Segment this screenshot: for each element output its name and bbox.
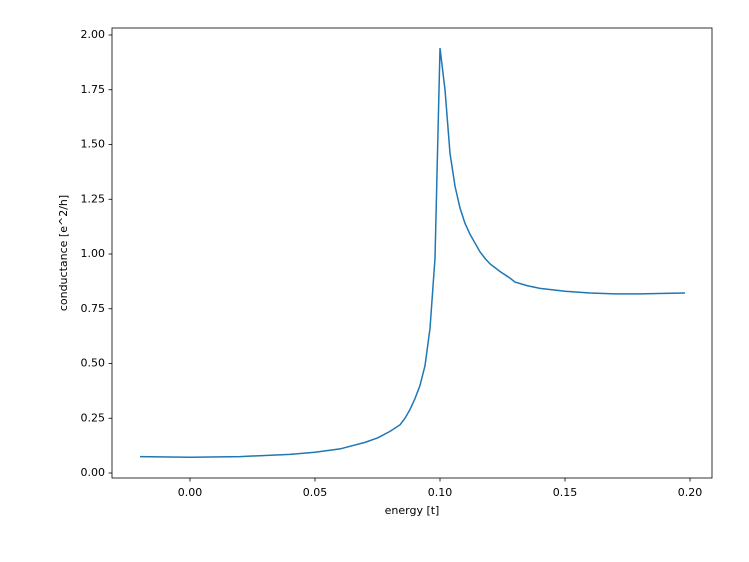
y-tick-label: 1.25: [81, 192, 106, 205]
y-tick-label: 0.25: [81, 411, 106, 424]
x-tick-label: 0.20: [678, 486, 703, 499]
x-axis-label: energy [t]: [385, 504, 440, 517]
line: [139, 48, 686, 458]
x-tick-label: 0.05: [303, 486, 328, 499]
y-tick-label: 0.50: [81, 357, 106, 370]
x-tick-label: 0.15: [553, 486, 578, 499]
x-tick-label: 0.10: [428, 486, 453, 499]
y-axis-label: conductance [e^2/h]: [57, 195, 70, 311]
axes-frame: [111, 27, 713, 479]
y-tick-label: 1.75: [81, 83, 106, 96]
y-tick-label: 1.50: [81, 138, 106, 151]
y-tick-label: 0.00: [81, 466, 106, 479]
x-tick-label: 0.00: [178, 486, 203, 499]
y-tick-label: 2.00: [81, 28, 106, 41]
y-tick-label: 0.75: [81, 302, 106, 315]
y-tick-label: 1.00: [81, 247, 106, 260]
